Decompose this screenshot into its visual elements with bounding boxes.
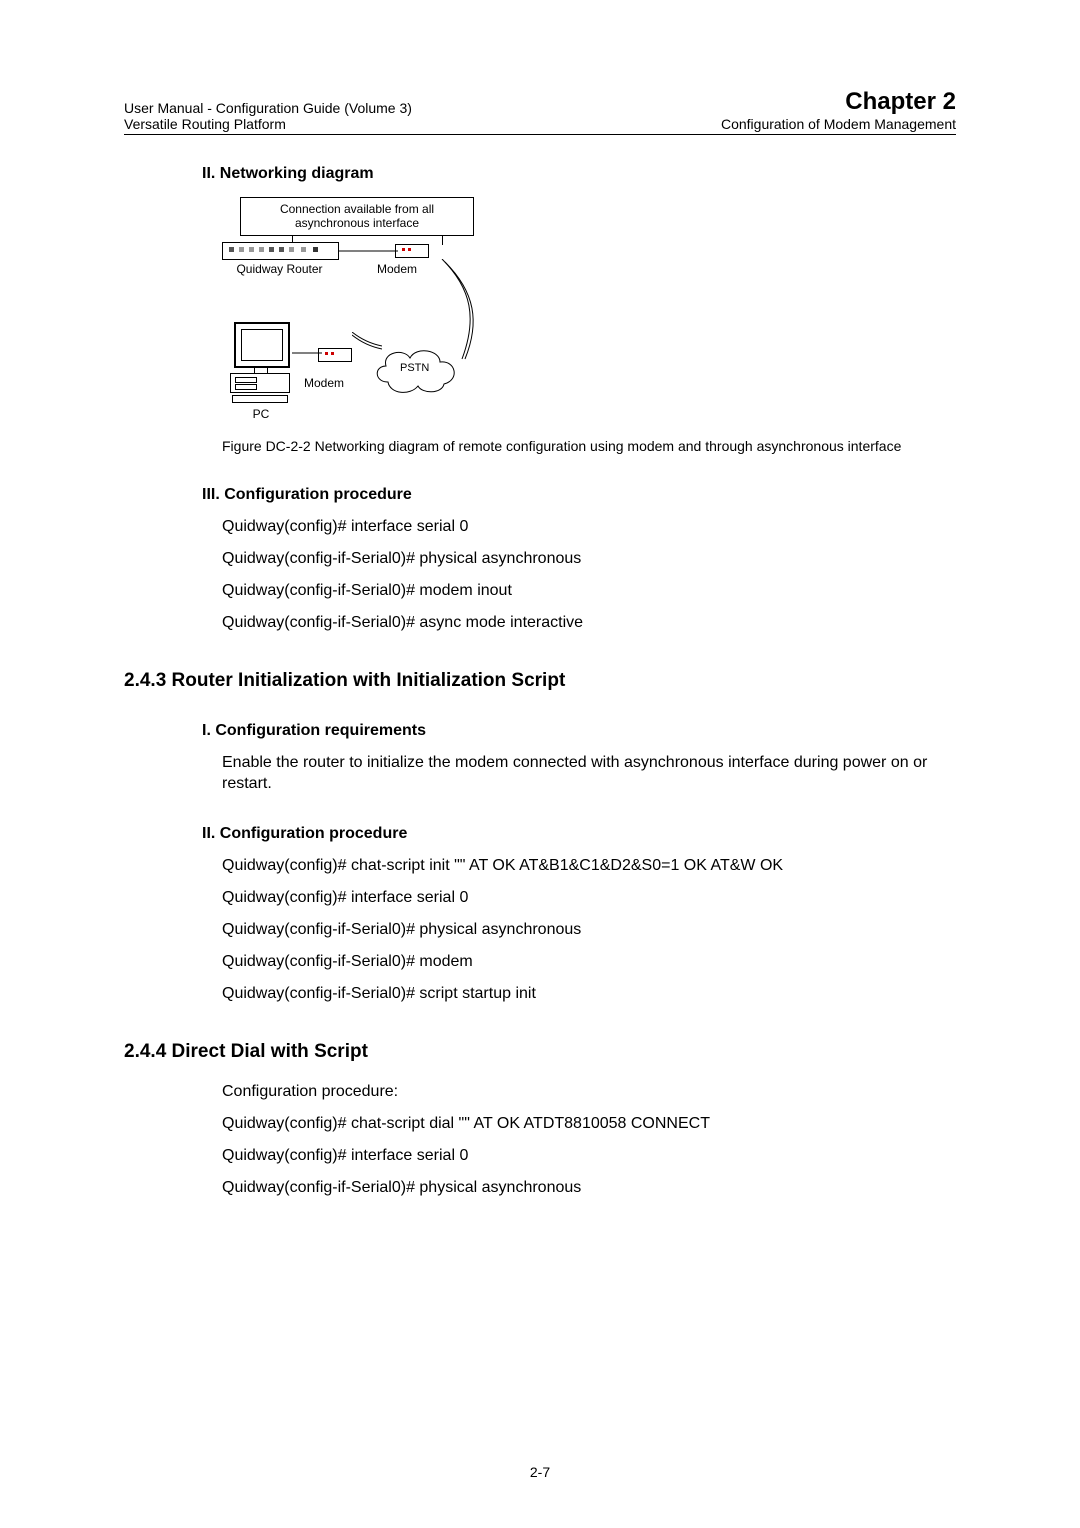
diagram-conn-line2: asynchronous interface: [295, 216, 419, 230]
page-number: 2-7: [0, 1464, 1080, 1480]
modem-top-label: Modem: [377, 262, 417, 276]
diagram-top-labels: Quidway Router Modem: [222, 262, 562, 276]
body-text: Configuration procedure:: [222, 1083, 956, 1101]
pc-label: PC: [222, 407, 300, 421]
header-manual-line: User Manual - Configuration Guide (Volum…: [124, 100, 412, 116]
diagram-link: [338, 250, 398, 252]
body-text: Enable the router to initialize the mode…: [222, 752, 956, 795]
heading-2-4-4: 2.4.4 Direct Dial with Script: [124, 1041, 956, 1063]
cloud-label: PSTN: [400, 362, 429, 374]
pc-icon: [222, 322, 300, 403]
diagram-bottom-row: Modem PSTN: [222, 322, 562, 403]
cloud-icon: PSTN: [370, 344, 460, 396]
command-line: Quidway(config-if-Serial0)# physical asy…: [222, 550, 956, 568]
command-line: Quidway(config)# chat-script init "" AT …: [222, 857, 956, 875]
command-line: Quidway(config)# interface serial 0: [222, 889, 956, 907]
command-line: Quidway(config-if-Serial0)# physical asy…: [222, 921, 956, 939]
header-rule: [124, 134, 956, 135]
command-line: Quidway(config)# interface serial 0: [222, 1147, 956, 1165]
page-header: User Manual - Configuration Guide (Volum…: [124, 88, 956, 135]
command-line: Quidway(config-if-Serial0)# physical asy…: [222, 1179, 956, 1197]
diagram-top-row: [222, 242, 562, 260]
figure-caption: Figure DC-2-2 Networking diagram of remo…: [222, 437, 956, 456]
router-label: Quidway Router: [222, 262, 337, 276]
heading-config-procedure-1: III. Configuration procedure: [202, 486, 956, 504]
modem-icon: [395, 244, 429, 258]
modem-icon: [318, 348, 352, 362]
header-chapter-sub: Configuration of Modem Management: [721, 116, 956, 132]
header-platform-line: Versatile Routing Platform: [124, 116, 286, 132]
modem-mid-label: Modem: [304, 376, 352, 390]
command-line: Quidway(config)# interface serial 0: [222, 518, 956, 536]
heading-networking-diagram: II. Networking diagram: [202, 165, 956, 183]
command-line: Quidway(config-if-Serial0)# modem: [222, 953, 956, 971]
command-line: Quidway(config-if-Serial0)# modem inout: [222, 582, 956, 600]
header-chapter: Chapter 2: [845, 88, 956, 116]
heading-2-4-3: 2.4.3 Router Initialization with Initial…: [124, 670, 956, 692]
command-line: Quidway(config)# chat-script dial "" AT …: [222, 1115, 956, 1133]
command-line: Quidway(config-if-Serial0)# script start…: [222, 985, 956, 1003]
page: User Manual - Configuration Guide (Volum…: [0, 0, 1080, 1528]
diagram-connection-box: Connection available from all asynchrono…: [240, 197, 474, 236]
heading-config-procedure-2: II. Configuration procedure: [202, 825, 956, 843]
networking-diagram: Connection available from all asynchrono…: [222, 197, 562, 421]
heading-config-requirements: I. Configuration requirements: [202, 722, 956, 740]
diagram-conn-line1: Connection available from all: [280, 202, 434, 216]
router-icon: [222, 242, 339, 260]
command-line: Quidway(config-if-Serial0)# async mode i…: [222, 614, 956, 632]
